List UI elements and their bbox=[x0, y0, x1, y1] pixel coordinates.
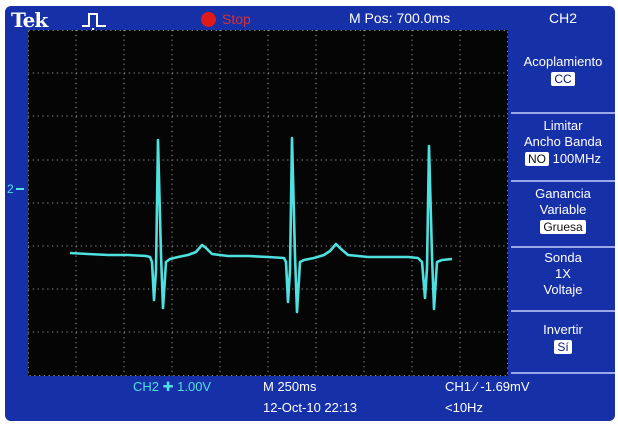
gain-value: Gruesa bbox=[540, 220, 586, 234]
bw-label-line2: Ancho Banda bbox=[523, 134, 603, 149]
coupling-value: CC bbox=[551, 72, 575, 86]
oscilloscope-display: Tek Stop M Pos: 700.0ms CH2 bbox=[5, 6, 615, 421]
waveform-screen bbox=[28, 30, 508, 376]
timebase-readout: M 250ms bbox=[263, 379, 317, 394]
ch2-ground-marker-icon: 2 bbox=[7, 182, 14, 196]
graticule-grid bbox=[28, 30, 508, 376]
main-position-readout: M Pos: 700.0ms bbox=[349, 10, 451, 26]
menu-channel-title: CH2 bbox=[548, 10, 577, 26]
date-time: 12-Oct-10 22:13 bbox=[263, 400, 357, 415]
bw-label-line1: Limitar bbox=[543, 118, 583, 133]
bw-frequency: 100MHz bbox=[552, 151, 602, 166]
menu-variable-gain[interactable]: Ganancia Variable Gruesa bbox=[511, 186, 615, 248]
bw-value: NO bbox=[524, 152, 549, 166]
ch2-volts-per-div: CH2 ✚ 1.00V bbox=[133, 379, 212, 394]
probe-factor: 1X bbox=[555, 266, 571, 281]
menu-bandwidth-limit[interactable]: Limitar Ancho Banda NO 100MHz bbox=[511, 118, 615, 182]
invert-label: Invertir bbox=[543, 322, 583, 337]
probe-label: Sonda bbox=[544, 250, 582, 265]
gain-label-line2: Variable bbox=[539, 202, 587, 217]
bottom-readout-bar: CH2 ✚ 1.00V M 250ms CH1 ⁄ -1.69mV 12-Oct… bbox=[5, 376, 615, 421]
acquisition-status: Stop bbox=[201, 10, 251, 28]
graticule-and-trace bbox=[28, 30, 508, 376]
ecg-waveform-trace bbox=[69, 136, 453, 314]
menu-coupling[interactable]: Acoplamiento CC bbox=[511, 54, 615, 114]
invert-value: Sí bbox=[554, 340, 572, 354]
menu-probe[interactable]: Sonda 1X Voltaje bbox=[511, 250, 615, 312]
gain-label-line1: Ganancia bbox=[535, 186, 591, 201]
ground-marker-arrow-icon bbox=[16, 188, 24, 190]
trigger-frequency: <10Hz bbox=[445, 400, 483, 415]
status-text: Stop bbox=[222, 11, 251, 27]
top-status-bar: Tek Stop M Pos: 700.0ms CH2 bbox=[5, 6, 615, 40]
coupling-label: Acoplamiento bbox=[523, 54, 603, 69]
probe-type: Voltaje bbox=[543, 282, 583, 297]
side-menu: Acoplamiento CC Limitar Ancho Banda NO 1… bbox=[511, 34, 615, 380]
menu-invert[interactable]: Invertir Sí bbox=[511, 322, 615, 374]
brand-logo: Tek bbox=[11, 8, 48, 32]
trigger-readout: CH1 ⁄ -1.69mV bbox=[445, 379, 530, 394]
stop-dot-icon bbox=[201, 11, 216, 27]
